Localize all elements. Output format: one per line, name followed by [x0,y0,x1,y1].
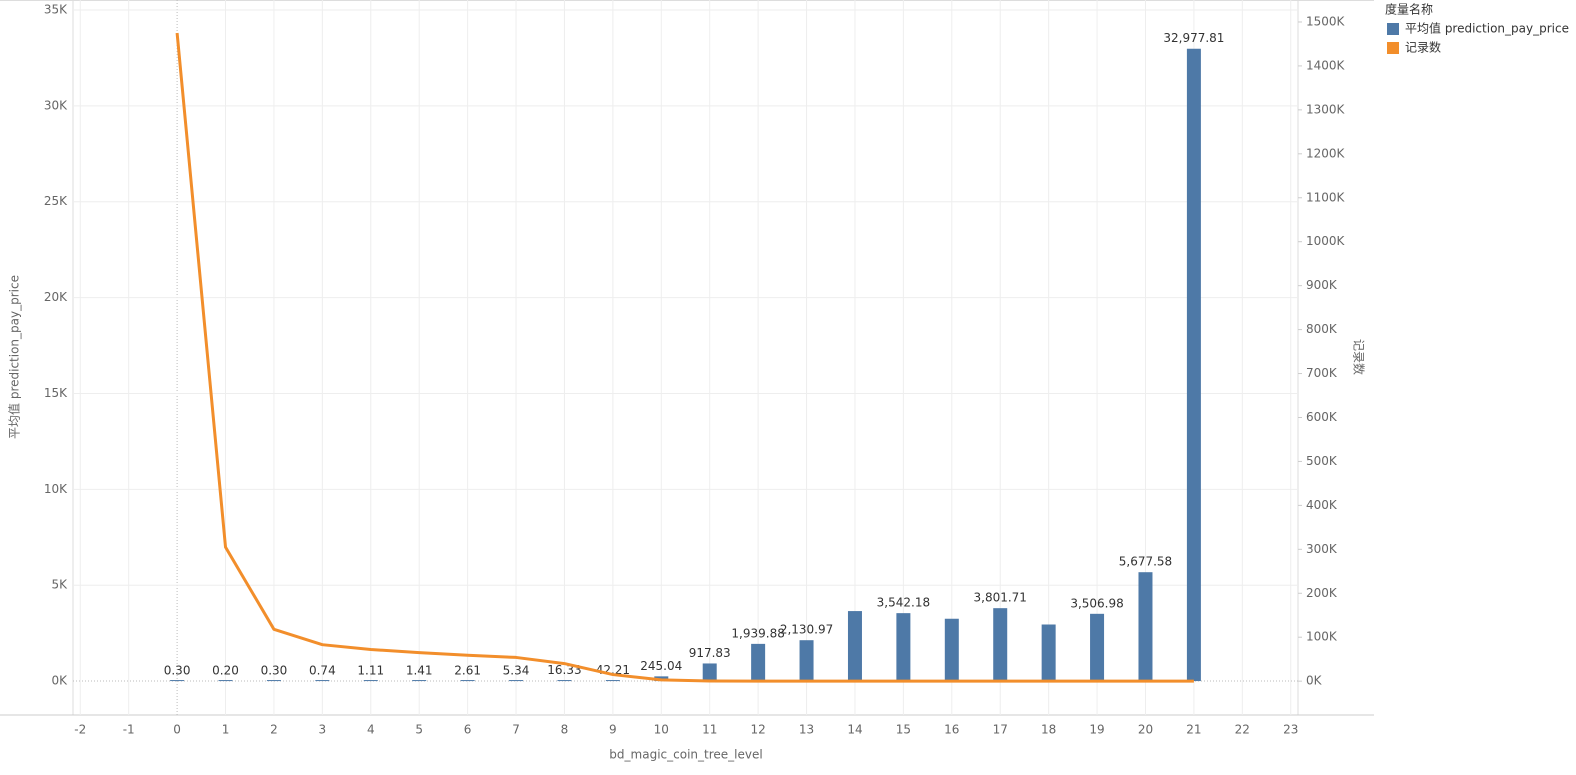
x-tick-label: 16 [944,723,959,737]
x-tick-label: 6 [464,723,472,737]
bar [847,611,862,682]
data-label: 2.61 [454,664,481,678]
legend-label: 平均值 prediction_pay_price [1405,21,1569,36]
data-label: 32,977.81 [1163,31,1224,45]
line [175,32,1194,683]
y-tick-label: 5K [51,578,68,592]
y-tick-label: 15K [44,386,68,400]
x-tick-label: 8 [561,723,569,737]
data-label: 5.34 [503,663,530,677]
data-label: 1.11 [357,664,384,678]
x-tick-label: 20 [1138,723,1153,737]
y-tick-label: 0K [51,674,68,688]
x-tick-label: -2 [74,723,86,737]
x-tick-label: 22 [1235,723,1250,737]
y2-tick-label: 400K [1306,498,1338,512]
x-tick-label: 3 [319,723,327,737]
bar [412,680,427,682]
bar [1090,613,1105,682]
x-tick-label: -1 [123,723,135,737]
bar [509,680,524,682]
bar [993,608,1008,682]
y2-tick-label: 300K [1306,542,1338,556]
x-tick-label: 19 [1089,723,1104,737]
x-tick-label: 11 [702,723,717,737]
x-tick-label: 0 [173,723,181,737]
bar [702,663,717,682]
data-label: 3,506.98 [1070,596,1123,610]
data-label: 1.41 [406,664,433,678]
x-tick-label: 4 [367,723,375,737]
bar [315,680,330,682]
y2-tick-label: 200K [1306,586,1338,600]
bar [1041,624,1056,682]
x-tick-label: 5 [415,723,423,737]
bar [218,680,233,682]
bar [896,613,911,682]
y-tick-label: 35K [44,2,68,16]
y-axis-title: 平均值 prediction_pay_price [7,275,22,439]
bar [1186,48,1201,682]
bar [460,680,475,682]
data-label: 917.83 [689,646,731,660]
data-label: 5,677.58 [1119,555,1172,569]
data-label: 3,801.71 [974,591,1027,605]
data-label: 0.30 [164,664,191,678]
x-axis-title: bd_magic_coin_tree_level [609,748,762,762]
bar [266,680,281,682]
data-label: 3,542.18 [877,596,930,610]
x-tick-label: 9 [609,723,617,737]
data-label: 245.04 [640,659,682,673]
bar [170,680,185,682]
y2-tick-label: 500K [1306,454,1338,468]
y2-tick-label: 800K [1306,322,1338,336]
y2-tick-label: 700K [1306,366,1338,380]
y2-tick-label: 1200K [1306,146,1346,160]
data-label: 0.20 [212,664,239,678]
x-tick-label: 2 [270,723,278,737]
legend-title: 度量名称 [1385,2,1433,17]
legend-label: 记录数 [1405,40,1441,55]
x-tick-label: 21 [1186,723,1201,737]
y2-tick-label: 1500K [1306,14,1346,28]
legend-swatch [1387,42,1399,54]
data-label: 0.74 [309,664,336,678]
data-label: 0.30 [261,664,288,678]
bar [751,643,766,682]
y-tick-label: 10K [44,482,68,496]
x-tick-label: 18 [1041,723,1056,737]
x-tick-label: 10 [654,723,669,737]
x-tick-label: 12 [750,723,765,737]
x-tick-label: 13 [799,723,814,737]
y2-tick-label: 1300K [1306,102,1346,116]
bar [944,618,959,682]
y2-axis-title: 记录数 [1352,339,1367,375]
x-tick-label: 17 [993,723,1008,737]
bar [605,680,620,682]
y-tick-label: 25K [44,194,68,208]
y2-tick-label: 0K [1306,674,1323,688]
x-tick-label: 15 [896,723,911,737]
bar [363,680,378,682]
data-label: 2,130.97 [780,623,833,637]
y2-tick-label: 100K [1306,630,1338,644]
y2-tick-label: 600K [1306,410,1338,424]
y-tick-label: 20K [44,290,68,304]
y-tick-label: 30K [44,98,68,112]
bar [557,680,572,682]
y2-tick-label: 1100K [1306,190,1346,204]
bar [1138,572,1153,682]
x-tick-label: 14 [847,723,862,737]
y2-tick-label: 900K [1306,278,1338,292]
y2-tick-label: 1000K [1306,234,1346,248]
bar [799,640,814,682]
x-tick-label: 1 [222,723,230,737]
data-label: 1,939.88 [731,626,784,640]
x-tick-label: 23 [1283,723,1298,737]
legend-swatch [1387,23,1399,35]
x-tick-label: 7 [512,723,520,737]
y2-tick-label: 1400K [1306,58,1346,72]
